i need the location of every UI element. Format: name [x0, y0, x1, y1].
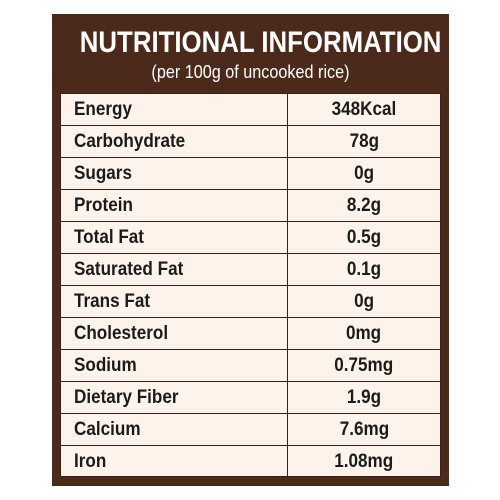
nutrient-value: 0.75mg	[334, 354, 394, 376]
nutrient-name-cell: Energy	[61, 94, 288, 125]
nutrition-header: NUTRITIONAL INFORMATION (per 100g of unc…	[52, 14, 449, 92]
nutrient-name: Trans Fat	[74, 290, 151, 312]
nutrient-value: 348Kcal	[331, 98, 397, 120]
nutrient-value-cell: 1.9g	[288, 382, 440, 413]
nutrient-name-cell: Trans Fat	[61, 286, 288, 317]
nutrient-name: Dietary Fiber	[74, 386, 179, 408]
nutrient-name-cell: Dietary Fiber	[61, 382, 288, 413]
table-row: Energy 348Kcal	[61, 94, 440, 126]
nutrient-name-cell: Saturated Fat	[61, 254, 288, 285]
nutrient-value: 7.6mg	[339, 418, 389, 440]
nutrient-name-cell: Carbohydrate	[61, 126, 288, 157]
table-row: Sodium 0.75mg	[61, 350, 440, 382]
nutrient-name-cell: Sodium	[61, 350, 288, 381]
nutrient-name-cell: Protein	[61, 190, 288, 221]
table-row: Iron 1.08mg	[61, 446, 440, 478]
nutrient-value-cell: 8.2g	[288, 190, 440, 221]
nutrient-value-cell: 0.5g	[288, 222, 440, 253]
nutrient-value-cell: 0.1g	[288, 254, 440, 285]
nutrition-title: NUTRITIONAL INFORMATION	[79, 26, 442, 59]
nutrient-name: Energy	[74, 98, 132, 120]
nutrition-table: Energy 348Kcal Carbohydrate 78g Sugars 0…	[60, 93, 441, 478]
nutrient-value: 1.9g	[346, 386, 382, 408]
nutrient-name: Total Fat	[74, 226, 144, 248]
nutrient-value-cell: 1.08mg	[288, 446, 440, 478]
nutrient-value-cell: 7.6mg	[288, 414, 440, 445]
nutrient-value: 0.5g	[346, 226, 382, 248]
table-row: Protein 8.2g	[61, 190, 440, 222]
nutrient-name-cell: Calcium	[61, 414, 288, 445]
nutrient-value-cell: 0.75mg	[288, 350, 440, 381]
table-row: Calcium 7.6mg	[61, 414, 440, 446]
nutrient-name: Cholesterol	[74, 322, 169, 344]
nutrient-name-cell: Cholesterol	[61, 318, 288, 349]
nutrient-value: 78g	[349, 130, 379, 152]
nutrient-value-cell: 0mg	[288, 318, 440, 349]
nutrient-value-cell: 78g	[288, 126, 440, 157]
nutrient-value: 1.08mg	[334, 451, 394, 472]
nutrient-name: Iron	[74, 451, 107, 472]
nutrient-value-cell: 348Kcal	[288, 94, 440, 125]
nutrient-value: 0.1g	[346, 258, 382, 280]
table-row: Cholesterol 0mg	[61, 318, 440, 350]
nutrient-name-cell: Total Fat	[61, 222, 288, 253]
table-row: Saturated Fat 0.1g	[61, 254, 440, 286]
nutrient-value: 8.2g	[346, 194, 382, 216]
nutrient-value: 0g	[354, 290, 374, 312]
nutrient-name: Sugars	[74, 162, 132, 184]
table-row: Sugars 0g	[61, 158, 440, 190]
table-row: Dietary Fiber 1.9g	[61, 382, 440, 414]
nutrient-name-cell: Iron	[61, 446, 288, 478]
nutrient-value: 0g	[354, 162, 374, 184]
nutrient-name: Protein	[74, 194, 133, 216]
nutrient-name: Saturated Fat	[74, 258, 184, 280]
table-row: Trans Fat 0g	[61, 286, 440, 318]
nutrition-label-panel: NUTRITIONAL INFORMATION (per 100g of unc…	[52, 14, 449, 486]
nutrient-name: Calcium	[74, 418, 141, 440]
table-row: Carbohydrate 78g	[61, 126, 440, 158]
nutrient-value-cell: 0g	[288, 158, 440, 189]
nutrition-subtitle: (per 100g of uncooked rice)	[151, 62, 350, 82]
nutrient-value-cell: 0g	[288, 286, 440, 317]
nutrient-name: Sodium	[74, 354, 137, 376]
nutrient-name-cell: Sugars	[61, 158, 288, 189]
nutrient-name: Carbohydrate	[74, 130, 186, 152]
nutrient-value: 0mg	[346, 322, 382, 344]
table-row: Total Fat 0.5g	[61, 222, 440, 254]
